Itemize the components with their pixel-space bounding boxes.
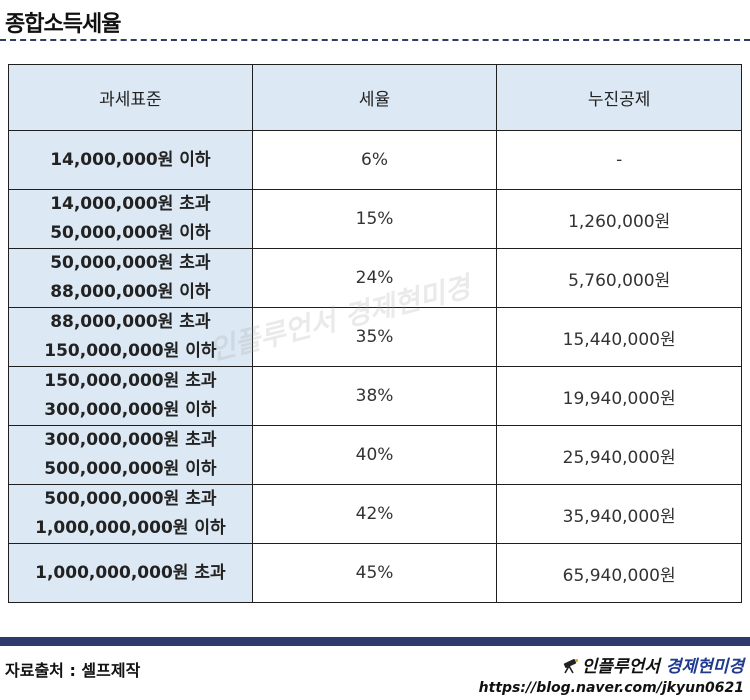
bracket-line: 300,000,000원 초과 <box>44 430 217 450</box>
bracket-line: 14,000,000원 초과 <box>50 194 211 214</box>
tax-bracket-cell: 1,000,000,000원 초과 <box>8 543 253 603</box>
bracket-line: 1,000,000,000원 이하 <box>35 518 226 538</box>
tax-rate-cell: 42% <box>251 484 498 544</box>
tax-bracket-cell: 300,000,000원 초과 500,000,000원 이하 <box>8 425 253 485</box>
table-row: 300,000,000원 초과 500,000,000원 이하 40% 25,940,… <box>8 425 742 485</box>
telescope-icon <box>561 658 579 679</box>
tax-rate-cell: 6% <box>251 130 498 190</box>
brand-block: 인플루언서 경제현미경 https://blog.naver.com/jkyun… <box>479 652 744 696</box>
brand-line: 인플루언서 경제현미경 <box>479 652 744 679</box>
header-tax-base: 과세표준 <box>8 64 253 131</box>
bracket-line: 500,000,000원 초과 <box>44 489 217 509</box>
deduction-cell: 5,760,000원 <box>496 248 742 308</box>
tax-rate-table: 과세표준 세율 누진공제 14,000,000원 이하 6% -14,000,000… <box>8 64 742 603</box>
page-title: 종합소득세율 <box>5 12 121 37</box>
tax-bracket-cell: 88,000,000원 초과 150,000,000원 이하 <box>8 307 253 367</box>
brand-name: 경제현미경 <box>665 657 744 677</box>
tax-bracket-cell: 14,000,000원 이하 <box>8 130 253 190</box>
bracket-line: 150,000,000원 초과 <box>44 371 217 391</box>
table-row: 14,000,000원 이하 6% - <box>8 130 742 190</box>
bracket-line: 88,000,000원 이하 <box>50 282 211 302</box>
tax-bracket-cell: 500,000,000원 초과 1,000,000,000원 이하 <box>8 484 253 544</box>
bracket-line: 88,000,000원 초과 <box>50 312 211 332</box>
deduction-cell: 15,440,000원 <box>496 307 742 367</box>
bracket-line: 500,000,000원 이하 <box>44 459 217 479</box>
title-divider <box>0 39 750 41</box>
bracket-line: 14,000,000원 이하 <box>50 149 211 170</box>
deduction-cell: 65,940,000원 <box>496 543 742 603</box>
brand-prefix: 인플루언서 <box>581 657 660 677</box>
tax-rate-cell: 45% <box>251 543 498 603</box>
table-row: 14,000,000원 초과 50,000,000원 이하 15% 1,260,000… <box>8 189 742 249</box>
bracket-line: 300,000,000원 이하 <box>44 400 217 420</box>
deduction-cell: 35,940,000원 <box>496 484 742 544</box>
tax-bracket-cell: 14,000,000원 초과 50,000,000원 이하 <box>8 189 253 249</box>
table-row: 1,000,000,000원 초과 45% 65,940,000원 <box>8 543 742 603</box>
deduction-cell: 19,940,000원 <box>496 366 742 426</box>
footer-bar <box>0 637 750 646</box>
deduction-cell: 25,940,000원 <box>496 425 742 485</box>
header-tax-rate: 세율 <box>251 64 498 131</box>
deduction-cell: - <box>496 130 742 190</box>
table-row: 50,000,000원 초과 88,000,000원 이하 24% 5,760,000… <box>8 248 742 308</box>
deduction-cell: 1,260,000원 <box>496 189 742 249</box>
tax-bracket-cell: 50,000,000원 초과 88,000,000원 이하 <box>8 248 253 308</box>
table-row: 500,000,000원 초과 1,000,000,000원 이하 42% 35,94… <box>8 484 742 544</box>
bracket-line: 1,000,000,000원 초과 <box>35 562 226 583</box>
bracket-line: 50,000,000원 이하 <box>50 223 211 243</box>
bracket-line: 50,000,000원 초과 <box>50 253 211 273</box>
table-row: 150,000,000원 초과 300,000,000원 이하 38% 19,940,… <box>8 366 742 426</box>
table-row: 88,000,000원 초과 150,000,000원 이하 35% 15,440,0… <box>8 307 742 367</box>
tax-bracket-cell: 150,000,000원 초과 300,000,000원 이하 <box>8 366 253 426</box>
tax-rate-cell: 15% <box>251 189 498 249</box>
tax-rate-cell: 24% <box>251 248 498 308</box>
bracket-line: 150,000,000원 이하 <box>44 341 217 361</box>
source-note: 자료출처 : 셀프제작 <box>5 661 141 680</box>
tax-rate-cell: 35% <box>251 307 498 367</box>
tax-rate-cell: 38% <box>251 366 498 426</box>
tax-rate-cell: 40% <box>251 425 498 485</box>
blog-url: https://blog.naver.com/jkyun0621 <box>478 680 744 696</box>
table-header-row: 과세표준 세율 누진공제 <box>8 64 742 131</box>
header-progressive-deduction: 누진공제 <box>496 64 742 131</box>
